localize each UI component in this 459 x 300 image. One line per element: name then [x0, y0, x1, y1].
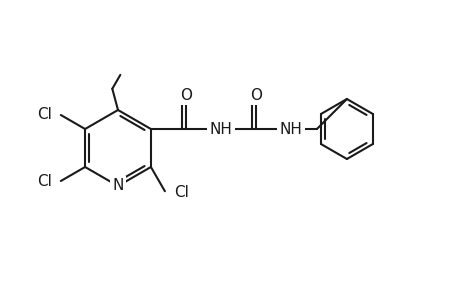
- Text: N: N: [112, 178, 123, 194]
- Text: O: O: [249, 88, 261, 103]
- Text: O: O: [179, 88, 191, 103]
- Text: NH: NH: [279, 122, 302, 136]
- Text: Cl: Cl: [174, 185, 188, 200]
- Text: Cl: Cl: [37, 106, 52, 122]
- Text: NH: NH: [209, 122, 232, 136]
- Text: Cl: Cl: [37, 173, 52, 188]
